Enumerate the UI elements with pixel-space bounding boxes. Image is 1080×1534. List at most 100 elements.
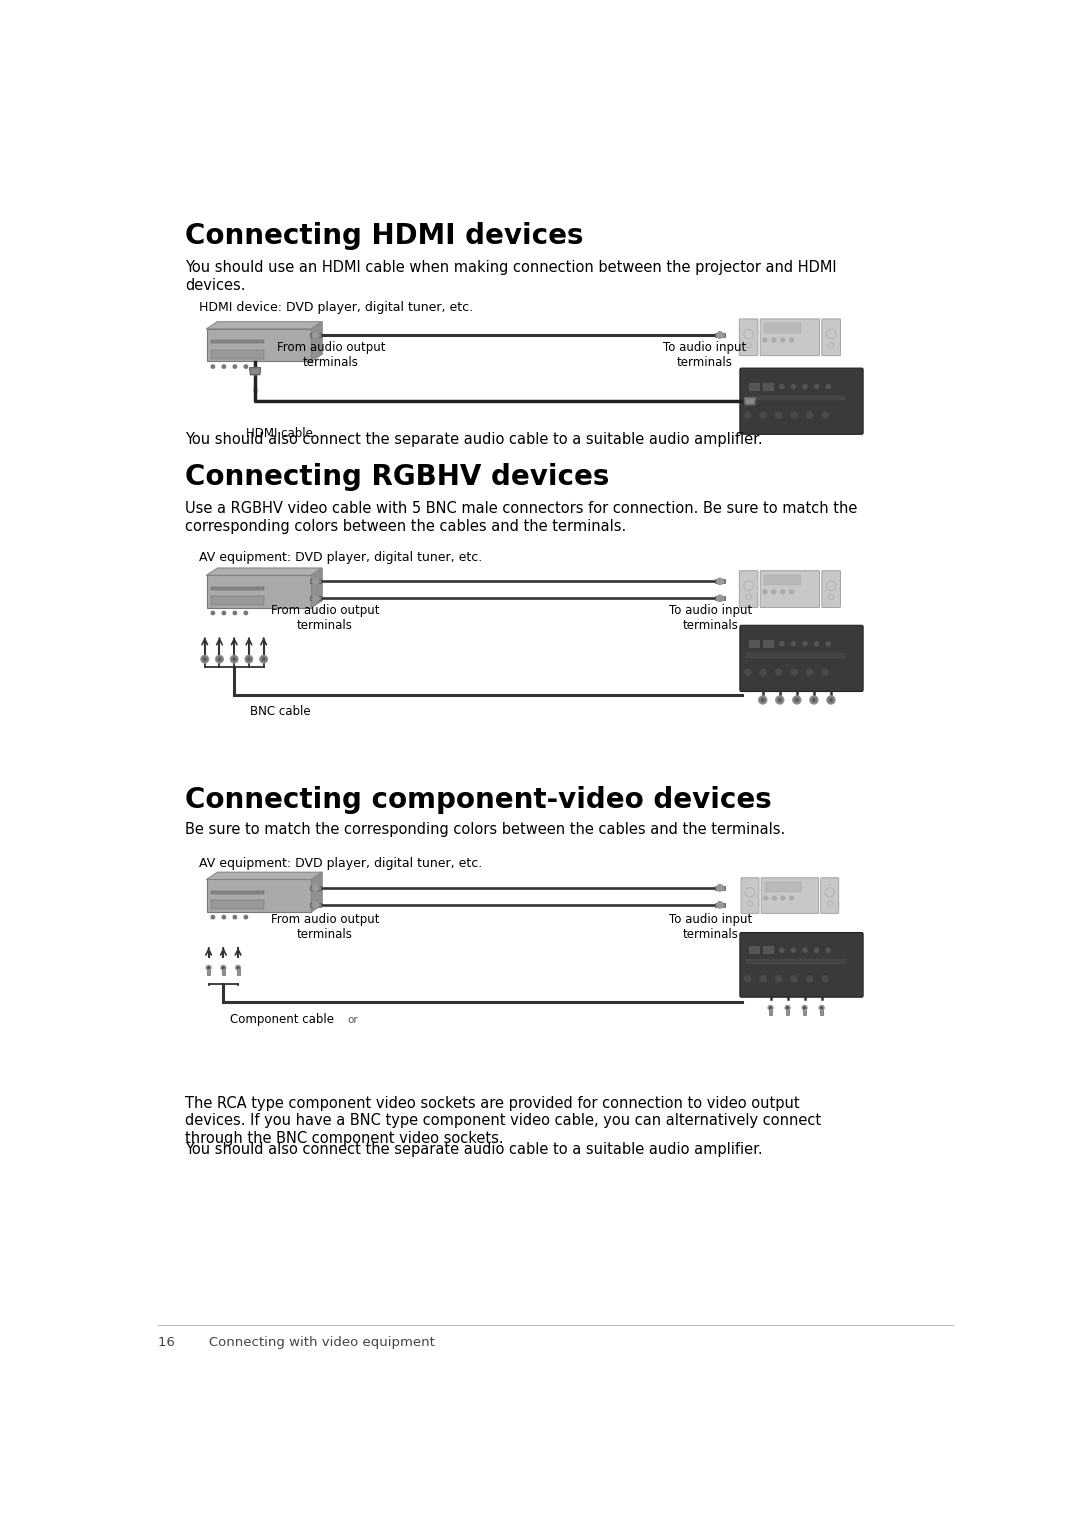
Bar bbox=[764, 384, 773, 390]
Circle shape bbox=[768, 681, 772, 686]
Polygon shape bbox=[744, 397, 755, 405]
Circle shape bbox=[775, 411, 782, 419]
Circle shape bbox=[212, 365, 215, 368]
FancyBboxPatch shape bbox=[740, 319, 758, 356]
Circle shape bbox=[800, 681, 805, 686]
Circle shape bbox=[761, 698, 765, 701]
FancyBboxPatch shape bbox=[822, 571, 840, 607]
Circle shape bbox=[201, 655, 208, 663]
Circle shape bbox=[203, 658, 206, 661]
Bar bbox=[212, 891, 264, 894]
Circle shape bbox=[814, 384, 819, 390]
Circle shape bbox=[717, 885, 724, 891]
Text: Connecting HDMI devices: Connecting HDMI devices bbox=[186, 222, 584, 250]
FancyBboxPatch shape bbox=[206, 328, 311, 360]
Text: To audio input
terminals: To audio input terminals bbox=[670, 604, 753, 632]
Bar bbox=[750, 946, 759, 953]
Circle shape bbox=[826, 948, 831, 953]
Circle shape bbox=[781, 591, 785, 594]
Circle shape bbox=[244, 365, 247, 368]
Circle shape bbox=[717, 902, 724, 908]
Circle shape bbox=[795, 698, 798, 701]
FancyBboxPatch shape bbox=[741, 877, 759, 913]
FancyBboxPatch shape bbox=[206, 879, 311, 911]
Circle shape bbox=[775, 669, 782, 675]
Circle shape bbox=[206, 965, 212, 971]
Circle shape bbox=[822, 411, 828, 419]
Circle shape bbox=[816, 423, 821, 428]
Circle shape bbox=[784, 681, 788, 686]
Circle shape bbox=[233, 611, 237, 615]
Circle shape bbox=[780, 384, 784, 390]
Circle shape bbox=[717, 595, 724, 601]
Circle shape bbox=[259, 655, 268, 663]
Circle shape bbox=[744, 411, 751, 419]
Bar bbox=[820, 1008, 823, 1016]
Bar bbox=[221, 968, 225, 976]
Circle shape bbox=[784, 423, 788, 428]
Bar bbox=[764, 324, 801, 333]
Circle shape bbox=[791, 411, 798, 419]
Bar bbox=[212, 900, 264, 910]
Circle shape bbox=[789, 896, 794, 900]
Circle shape bbox=[800, 423, 805, 428]
Circle shape bbox=[816, 988, 821, 991]
FancyBboxPatch shape bbox=[761, 877, 819, 913]
Circle shape bbox=[312, 578, 319, 584]
Polygon shape bbox=[206, 568, 322, 575]
Circle shape bbox=[802, 948, 808, 953]
Circle shape bbox=[806, 669, 813, 675]
Bar bbox=[310, 333, 321, 337]
Bar bbox=[786, 1008, 789, 1016]
Circle shape bbox=[312, 885, 319, 891]
Text: or: or bbox=[348, 1016, 359, 1025]
Circle shape bbox=[802, 641, 808, 646]
Circle shape bbox=[769, 1006, 771, 1009]
Bar bbox=[310, 580, 321, 583]
Circle shape bbox=[781, 337, 785, 342]
Circle shape bbox=[752, 681, 756, 686]
Bar bbox=[765, 882, 801, 891]
Bar bbox=[715, 580, 726, 583]
Circle shape bbox=[786, 1006, 788, 1009]
Circle shape bbox=[222, 365, 226, 368]
Bar bbox=[715, 885, 726, 890]
Bar bbox=[715, 902, 726, 907]
Circle shape bbox=[772, 337, 775, 342]
Circle shape bbox=[768, 423, 772, 428]
Text: BNC cable: BNC cable bbox=[249, 704, 310, 718]
Circle shape bbox=[717, 331, 724, 339]
Bar bbox=[769, 1008, 772, 1016]
Circle shape bbox=[207, 966, 210, 969]
Circle shape bbox=[233, 365, 237, 368]
Circle shape bbox=[775, 696, 784, 704]
Circle shape bbox=[822, 669, 828, 675]
Circle shape bbox=[785, 1005, 791, 1011]
Circle shape bbox=[717, 578, 724, 584]
Text: The RCA type component video sockets are provided for connection to video output: The RCA type component video sockets are… bbox=[186, 1095, 822, 1146]
Circle shape bbox=[752, 423, 756, 428]
Circle shape bbox=[780, 948, 784, 953]
Text: AV equipment: DVD player, digital tuner, etc.: AV equipment: DVD player, digital tuner,… bbox=[200, 858, 483, 870]
Text: From audio output
terminals: From audio output terminals bbox=[271, 913, 379, 940]
Text: AV equipment: DVD player, digital tuner, etc.: AV equipment: DVD player, digital tuner,… bbox=[200, 551, 483, 563]
Circle shape bbox=[212, 611, 215, 615]
Polygon shape bbox=[311, 873, 322, 911]
Circle shape bbox=[802, 384, 808, 390]
Circle shape bbox=[245, 655, 253, 663]
Circle shape bbox=[233, 916, 237, 919]
Text: To audio input
terminals: To audio input terminals bbox=[663, 341, 746, 370]
FancyBboxPatch shape bbox=[822, 319, 840, 356]
Circle shape bbox=[819, 1005, 824, 1011]
Circle shape bbox=[780, 641, 784, 646]
Bar bbox=[804, 1008, 806, 1016]
Polygon shape bbox=[311, 322, 322, 360]
Circle shape bbox=[758, 696, 767, 704]
Polygon shape bbox=[206, 873, 322, 879]
Circle shape bbox=[759, 976, 767, 982]
Bar bbox=[750, 640, 759, 647]
Circle shape bbox=[791, 641, 796, 646]
Circle shape bbox=[772, 896, 777, 900]
Circle shape bbox=[312, 902, 319, 908]
Circle shape bbox=[768, 1005, 773, 1011]
